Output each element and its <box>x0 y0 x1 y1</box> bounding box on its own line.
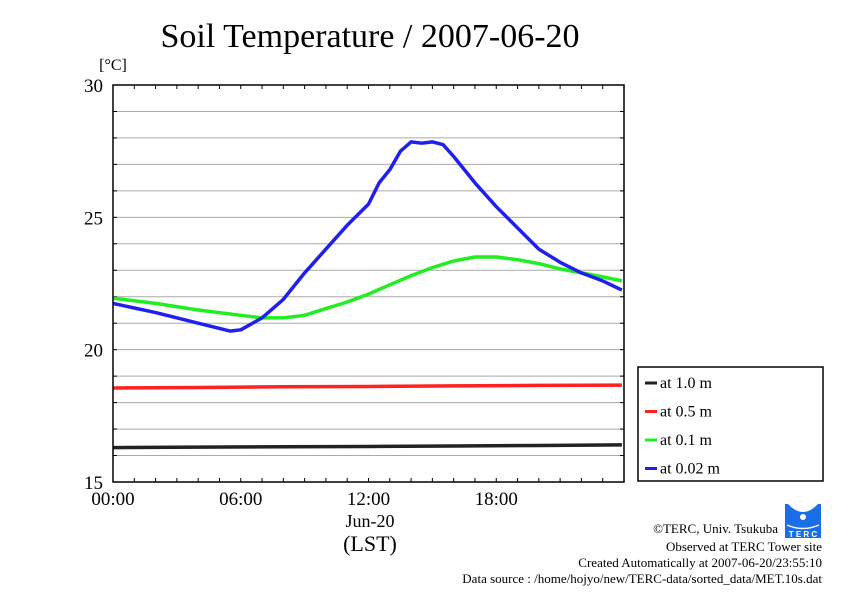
x-tick-label: 12:00 <box>347 489 390 510</box>
axis-ticks <box>113 85 624 482</box>
plot-frame <box>112 84 625 483</box>
legend-label: at 0.5 m <box>660 404 713 421</box>
terc-logo: T E R C <box>785 504 821 539</box>
series-lines <box>112 140 623 450</box>
svg-text:T E R C: T E R C <box>789 530 818 539</box>
series-line-at-0-02-m <box>112 140 623 333</box>
data-source: Data source : /home/hojyo/new/TERC-data/… <box>462 571 822 586</box>
x-tick-label: 18:00 <box>475 489 518 510</box>
created-timestamp: Created Automatically at 2007-06-20/23:5… <box>578 555 822 570</box>
y-tick-label: 25 <box>84 208 103 229</box>
y-tick-label: 15 <box>84 473 103 494</box>
copyright: ©TERC, Univ. Tsukuba <box>653 521 778 536</box>
x-axis-label: (LST) <box>343 531 397 556</box>
series-line-at-1-0-m <box>112 443 622 450</box>
legend-label: at 0.1 m <box>660 432 713 449</box>
y-tick-label: 20 <box>84 341 103 362</box>
series-line-at-0-5-m <box>112 383 622 390</box>
chart-title: Soil Temperature / 2007-06-20 <box>160 18 579 55</box>
legend-label: at 0.02 m <box>660 461 721 478</box>
x-tick-label: 00:00 <box>91 489 134 510</box>
y-axis-label: [°C] <box>99 57 127 74</box>
observed-site: Observed at TERC Tower site <box>666 539 822 554</box>
legend <box>637 366 824 482</box>
y-tick-label: 30 <box>84 76 103 97</box>
date-label: Jun-20 <box>346 511 395 531</box>
series-line-at-0-1-m <box>112 255 623 320</box>
legend-label: at 1.0 m <box>660 375 713 392</box>
x-tick-label: 06:00 <box>219 489 262 510</box>
gridlines <box>113 110 624 457</box>
